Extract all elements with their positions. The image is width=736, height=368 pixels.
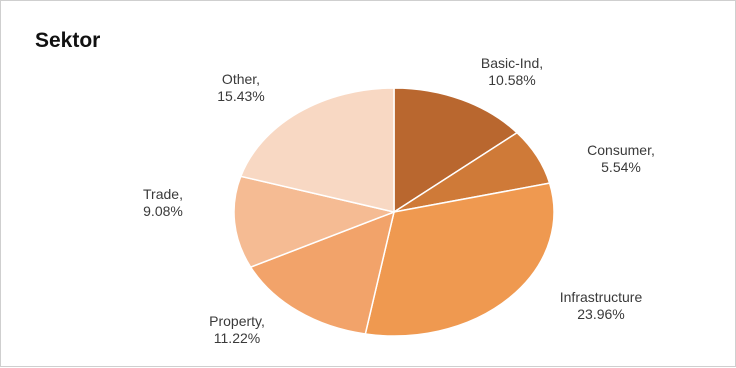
pie-slice-infrastructure — [364, 182, 555, 337]
slice-label-trade: Trade, 9.08% — [143, 186, 183, 220]
pie-slice-other — [239, 87, 395, 213]
slice-label-infrastructure-name: Infrastructure — [559, 289, 643, 305]
slice-label-consumer: Consumer, 5.54% — [587, 142, 655, 176]
slice-label-trade-value: 9.08% — [143, 203, 183, 219]
pie-slice-basic-ind — [393, 87, 519, 214]
slice-label-other-name: Other, — [221, 71, 261, 87]
slice-label-property-name: Property, — [209, 313, 265, 329]
slice-label-other-value: 15.43% — [217, 88, 265, 104]
slice-label-property-value: 11.22% — [213, 330, 261, 346]
slice-label-basic-ind-value: 10.58% — [488, 72, 536, 88]
slice-label-basic-ind: Basic-Ind, 10.58% — [481, 55, 543, 89]
pie-slice-trade — [233, 175, 397, 269]
slice-label-infrastructure: Infrastructure 23.96% — [560, 289, 642, 323]
slice-label-property: Property, 11.22% — [209, 313, 265, 347]
slice-label-infrastructure-value: 23.96% — [577, 306, 625, 322]
slice-label-consumer-name: Consumer, — [587, 142, 655, 158]
slice-label-basic-ind-name: Basic-Ind, — [480, 55, 544, 71]
slice-label-consumer-value: 5.54% — [601, 159, 641, 175]
slice-label-trade-name: Trade, — [143, 186, 183, 202]
chart-title: Sektor — [35, 29, 101, 52]
slice-label-other: Other, 15.43% — [217, 71, 264, 105]
pie-slice-property — [249, 210, 396, 335]
